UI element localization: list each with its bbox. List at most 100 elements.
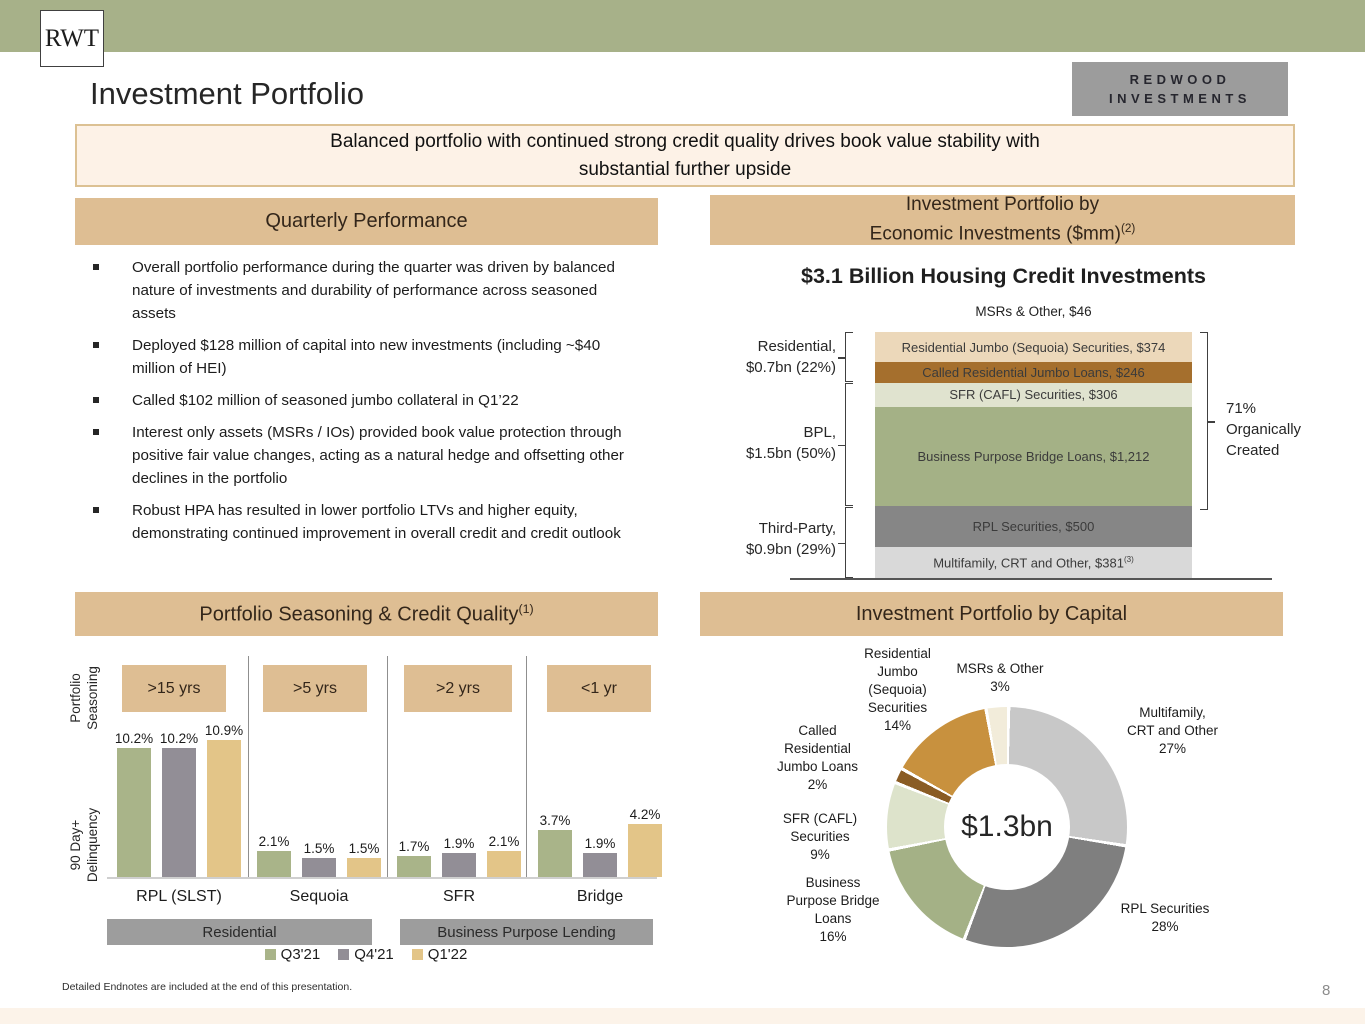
donut-label-sfr: SFR (CAFL) Securities 9% <box>782 811 858 862</box>
third-party-brace <box>838 507 853 578</box>
rwt-logo-text: RWT <box>44 24 100 52</box>
legend-item: Q3'21 <box>264 946 320 963</box>
bullet-item: Interest only assets (MSRs / IOs) provid… <box>88 421 644 490</box>
seasoning-box-1yr: <1 yr <box>547 665 651 712</box>
economic-investments-stacked-bar: Residential Jumbo (Sequoia) Securities, … <box>875 332 1192 578</box>
bar-rect <box>207 739 241 877</box>
group-axis-label: Bridge <box>576 888 624 905</box>
seasoning-header: Portfolio Seasoning & Credit Quality(1) <box>75 592 658 636</box>
bullet-item: Called $102 million of seasoned jumbo co… <box>88 389 644 412</box>
group-axis-label: SFR <box>443 888 475 905</box>
bar-value-label: 10.2% <box>159 731 199 747</box>
page-title: Investment Portfolio <box>90 76 364 111</box>
bpl-brace <box>838 383 853 506</box>
stack-segment: Called Residential Jumbo Loans, $246 <box>875 362 1192 383</box>
bar-chart-baseline <box>107 877 657 879</box>
donut-center-label: $1.3bn <box>961 810 1053 843</box>
bar-value-label: 1.9% <box>443 836 475 852</box>
bar-rect <box>117 748 151 877</box>
bar: 10.2% <box>159 731 199 877</box>
group-divider <box>526 656 527 877</box>
group-axis-label: RPL (SLST) <box>136 888 222 905</box>
bar-rect <box>257 850 291 877</box>
y-axis-label-delinquency: 90 Day+ Delinquency <box>68 807 100 883</box>
group-divider <box>248 656 249 877</box>
economic-investments-header: Investment Portfolio by Economic Investm… <box>710 194 1295 245</box>
bar: 1.5% <box>302 841 336 877</box>
bar: 1.9% <box>583 836 617 877</box>
bar-value-label: 1.5% <box>348 841 380 857</box>
residential-bracket-label: Residential, $0.7bn (22%) <box>745 338 836 376</box>
bar-value-label: 2.1% <box>488 833 520 849</box>
stack-segment: SFR (CAFL) Securities, $306 <box>875 382 1192 408</box>
stack-segment: RPL Securities, $500 <box>875 506 1192 547</box>
footnote: Detailed Endnotes are included at the en… <box>62 981 353 993</box>
donut-label-msrs: MSRs & Other 3% <box>956 661 1044 694</box>
logo-line1: REDWOOD <box>1129 72 1231 87</box>
sector-banner-residential: Residential <box>107 919 372 945</box>
logo-line2: INVESTMENTS <box>1109 91 1251 106</box>
donut-label-called: Called Residential Jumbo Loans 2% <box>776 723 859 792</box>
bar: 2.1% <box>257 834 291 877</box>
group-axis-label: Sequoia <box>289 888 349 905</box>
bar-group-sfr: 1.7% 1.9% 2.1% <box>397 650 521 877</box>
legend-item: Q1'22 <box>411 946 467 963</box>
headline-text: Balanced portfolio with continued strong… <box>330 130 1040 180</box>
top-banner <box>0 0 1365 52</box>
page-number: 8 <box>1322 982 1331 999</box>
legend-swatch-q421 <box>338 949 350 960</box>
bar-rect <box>302 858 336 877</box>
bullet-item: Deployed $128 million of capital into ne… <box>88 334 644 380</box>
bar-value-label: 3.7% <box>539 813 571 829</box>
legend-swatch-q122 <box>411 949 423 960</box>
seasoning-box-5yrs: >5 yrs <box>263 665 367 712</box>
headline-box: Balanced portfolio with continued strong… <box>75 124 1295 187</box>
msrs-other-label: MSRs & Other, $46 <box>975 304 1092 319</box>
bar: 1.5% <box>347 841 381 877</box>
organic-brace <box>1200 332 1215 510</box>
bar: 1.9% <box>442 836 476 877</box>
residential-brace <box>838 332 853 382</box>
bar-group-bridge: 3.7% 1.9% 4.2% <box>538 650 662 877</box>
donut-label-multifamily: Multifamily, CRT and Other 27% <box>1126 705 1219 756</box>
bar: 10.2% <box>115 731 153 877</box>
bar-rect <box>628 824 662 877</box>
quarterly-bullet-list: Overall portfolio performance during the… <box>88 256 644 554</box>
bar-value-label: 1.9% <box>584 836 616 852</box>
capital-donut-chart <box>887 707 1127 947</box>
bar: 1.7% <box>397 839 431 877</box>
bullet-item: Robust HPA has resulted in lower portfol… <box>88 499 644 545</box>
y-axis-label-seasoning: Portfolio Seasoning <box>68 666 100 730</box>
legend-item: Q4'21 <box>338 946 394 963</box>
quarterly-performance-header: Quarterly Performance <box>75 198 658 245</box>
donut-label-bridge: Business Purpose Bridge Loans 16% <box>786 875 880 944</box>
bar-rect <box>397 855 431 877</box>
bpl-bracket-label: BPL, $1.5bn (50%) <box>745 424 836 462</box>
group-divider <box>387 656 388 877</box>
rwt-logo: RWT <box>40 10 104 67</box>
stack-segment: Residential Jumbo (Sequoia) Securities, … <box>875 332 1192 363</box>
bar-group-sequoia: 2.1% 1.5% 1.5% <box>257 650 381 877</box>
bar: 3.7% <box>538 813 572 877</box>
bar-value-label: 2.1% <box>258 833 290 849</box>
sector-banner-bpl: Business Purpose Lending <box>400 919 653 945</box>
stack-segment: Business Purpose Bridge Loans, $1,212 <box>875 407 1192 507</box>
bar-value-label: 4.2% <box>629 807 661 823</box>
bar: 10.9% <box>204 722 244 877</box>
endnote-sup: (2) <box>1120 222 1136 236</box>
seasoning-box-15yrs: >15 yrs <box>122 665 226 712</box>
seasoning-box-2yrs: >2 yrs <box>404 665 512 712</box>
capital-header: Investment Portfolio by Capital <box>700 592 1283 636</box>
organically-created-label: 71% Organically Created <box>1226 400 1302 459</box>
bar-group-rpl-slst-: 10.2% 10.2% 10.9% <box>115 650 244 877</box>
bar-rect <box>347 858 381 877</box>
stack-segment: Multifamily, CRT and Other, $381(3) <box>875 546 1192 578</box>
econ-axis-line <box>790 578 1272 580</box>
donut-label-rpl: RPL Securities 28% <box>1120 901 1210 934</box>
bar-value-label: 10.9% <box>204 722 244 738</box>
econ-chart-title: $3.1 Billion Housing Credit Investments <box>801 264 1206 288</box>
endnote-sup: (1) <box>518 601 534 616</box>
bar-rect <box>442 853 476 877</box>
bar-rect <box>487 850 521 877</box>
